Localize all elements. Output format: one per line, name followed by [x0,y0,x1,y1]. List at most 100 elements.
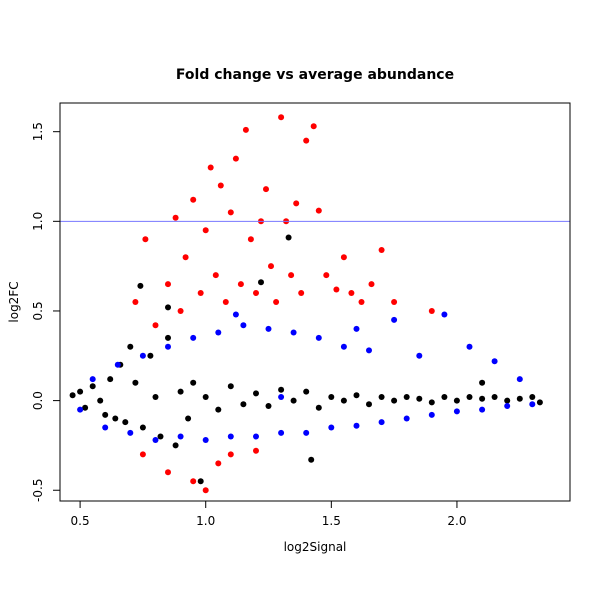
data-point-series-2 [253,290,259,296]
data-point-series-2 [247,236,254,243]
data-point-series-0 [185,415,192,422]
data-point-series-0 [428,399,435,406]
data-point-series-2 [202,227,209,234]
data-point-series-2 [315,207,322,214]
data-point-series-0 [227,383,234,390]
data-point-series-1 [240,322,247,329]
data-point-series-1 [491,358,498,365]
data-point-series-0 [137,282,144,289]
data-point-series-1 [232,311,239,318]
x-tick-label: 1.0 [196,514,215,528]
data-point-series-1 [278,394,285,400]
data-point-series-0 [89,383,96,390]
data-point-series-1 [403,415,410,422]
data-point-series-0 [197,478,204,485]
data-point-series-1 [265,325,272,332]
data-point-series-0 [77,388,84,395]
y-tick-label: -0.5 [31,479,45,502]
data-point-series-0 [112,415,119,422]
data-point-series-1 [77,406,84,413]
data-point-series-1 [152,437,159,443]
data-point-series-1 [315,334,322,341]
data-point-series-2 [333,286,340,293]
data-point-series-1 [378,419,385,426]
data-point-series-2 [303,137,310,144]
data-point-series-2 [232,155,239,162]
x-tick-label: 0.5 [71,514,90,528]
data-point-series-0 [82,404,89,411]
data-point-series-0 [265,403,272,409]
data-point-series-2 [358,299,365,305]
y-tick-label: 1.5 [31,122,45,141]
data-point-series-2 [222,299,229,305]
data-point-series-2 [340,254,347,261]
data-point-series-2 [152,322,159,329]
data-point-series-0 [290,397,297,404]
data-point-series-0 [416,395,423,402]
data-point-series-0 [127,343,134,350]
data-point-series-0 [328,394,335,400]
data-point-series-0 [122,419,129,426]
data-point-series-2 [139,451,146,458]
data-point-series-2 [242,126,249,133]
axes-layer: 0.5 1.0 1.5 2.0 -0.5 0.0 0.5 1.0 1.5 [31,102,571,528]
data-point-series-2 [165,281,171,288]
y-tick-label: 0.5 [31,301,45,320]
data-point-series-1 [416,352,423,359]
data-point-series-2 [253,447,259,454]
x-tick-label: 1.5 [322,514,341,528]
data-point-series-2 [197,290,204,296]
data-point-series-0 [315,404,322,411]
data-point-series-2 [227,209,234,216]
data-point-series-0 [453,397,460,404]
data-point-series-2 [132,299,139,305]
data-point-series-0 [441,394,448,400]
data-point-series-2 [288,272,295,279]
data-point-series-2 [278,114,285,121]
data-point-series-1 [529,401,536,408]
data-point-series-0 [177,388,184,395]
data-point-series-2 [207,164,214,171]
data-point-series-0 [190,379,197,386]
data-point-series-1 [190,334,197,341]
data-point-series-1 [340,343,347,350]
data-point-series-1 [253,433,259,440]
data-point-series-0 [157,433,164,440]
data-point-series-1 [466,343,473,350]
data-point-series-0 [69,392,76,399]
data-point-series-1 [303,429,310,436]
data-point-series-0 [240,401,247,408]
data-point-series-1 [177,433,184,440]
data-point-series-0 [479,395,486,402]
data-point-series-0 [165,334,171,341]
y-tick-label: 1.0 [31,212,45,231]
data-point-series-1 [139,352,146,359]
data-point-series-1 [366,347,372,354]
data-point-series-2 [323,272,330,279]
data-point-series-2 [378,247,385,253]
data-point-series-0 [132,379,139,386]
data-point-series-1 [278,429,285,436]
data-point-series-2 [428,308,435,314]
y-axis-label: log2FC [7,281,21,322]
data-point-series-1 [516,376,523,383]
data-point-series-0 [165,304,171,311]
data-point-series-1 [453,408,460,415]
data-point-series-1 [102,424,109,431]
data-point-series-0 [147,352,154,359]
data-point-series-0 [378,394,385,400]
data-point-series-0 [258,279,264,286]
data-point-series-2 [293,200,300,207]
data-point-series-2 [310,123,317,130]
data-point-series-1 [428,411,435,418]
data-point-series-2 [237,281,244,288]
data-point-series-1 [114,361,121,368]
data-point-series-0 [97,397,104,404]
data-point-series-0 [340,397,347,404]
data-point-series-1 [165,343,171,350]
data-point-series-0 [536,399,543,406]
data-point-series-1 [328,424,335,431]
data-point-series-2 [217,182,224,189]
